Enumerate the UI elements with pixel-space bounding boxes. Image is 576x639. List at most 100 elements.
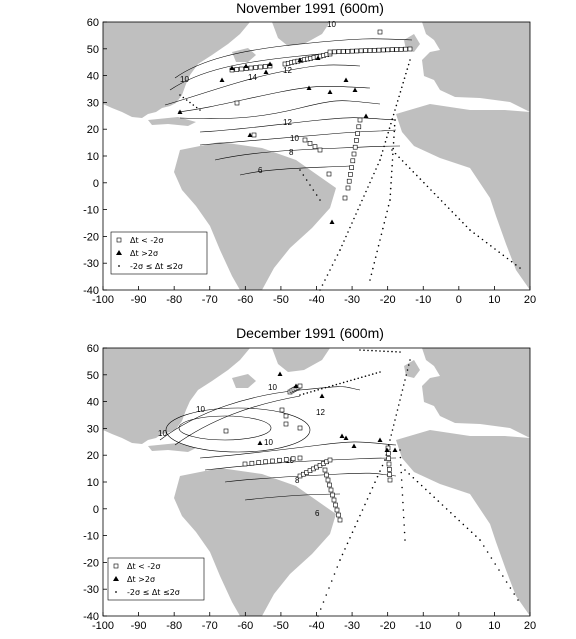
warm-anomaly-marker	[277, 371, 283, 376]
normal-marker	[371, 349, 373, 352]
normal-marker	[328, 587, 330, 589]
normal-marker	[351, 222, 353, 224]
normal-marker	[393, 124, 396, 127]
normal-marker	[393, 136, 395, 138]
warm-anomaly-marker	[329, 219, 335, 224]
cold-anomaly-marker	[327, 49, 333, 55]
normal-marker	[345, 235, 347, 238]
x-tick-label: -40	[309, 294, 325, 306]
cold-anomaly-marker	[336, 49, 342, 54]
cold-anomaly-marker	[367, 48, 373, 53]
normal-marker	[389, 199, 391, 201]
normal-marker	[462, 523, 465, 526]
normal-marker	[398, 95, 400, 98]
normal-marker	[317, 388, 319, 391]
normal-marker	[401, 494, 404, 496]
x-tick-label: -10	[415, 620, 431, 632]
normal-marker	[367, 186, 369, 188]
normal-marker	[404, 379, 406, 381]
normal-marker	[450, 511, 452, 514]
normal-marker	[390, 170, 393, 173]
normal-marker	[339, 382, 341, 385]
y-tick-label: 60	[87, 343, 99, 355]
normal-marker	[182, 96, 185, 99]
normal-marker	[404, 539, 406, 541]
normal-marker	[403, 77, 406, 79]
normal-marker	[321, 387, 323, 390]
normal-marker	[367, 349, 369, 352]
x-tick-label: 10	[488, 294, 500, 306]
cold-anomaly-marker	[352, 144, 358, 150]
y-tick-label: 20	[87, 450, 99, 462]
warm-anomaly-marker	[306, 85, 312, 90]
normal-marker	[391, 149, 393, 151]
cold-anomaly-marker	[279, 407, 285, 413]
normal-marker	[403, 531, 406, 534]
normal-marker	[400, 479, 403, 481]
normal-marker	[381, 464, 384, 467]
normal-marker	[347, 231, 349, 233]
normal-marker	[437, 500, 440, 502]
warm-anomaly-marker	[219, 77, 225, 82]
cold-anomaly-marker	[270, 458, 275, 464]
normal-marker	[335, 383, 338, 386]
normal-marker	[336, 566, 339, 568]
normal-marker	[394, 152, 397, 155]
normal-marker	[361, 376, 363, 379]
normal-marker	[379, 350, 381, 352]
normal-marker	[481, 238, 484, 241]
cold-anomaly-marker	[407, 46, 413, 52]
warm-anomaly-marker	[343, 435, 349, 440]
y-tick-label: 10	[87, 151, 99, 163]
normal-marker	[321, 284, 324, 286]
normal-marker	[375, 372, 378, 374]
normal-marker	[394, 119, 396, 121]
contour-label: 6	[315, 509, 320, 518]
cold-anomaly-marker	[297, 455, 303, 461]
contour-label: 12	[283, 118, 292, 127]
cold-anomaly-marker	[330, 492, 335, 498]
normal-marker	[502, 575, 504, 577]
x-tick-label: -80	[166, 620, 182, 632]
normal-marker	[387, 204, 390, 207]
normal-marker	[356, 520, 359, 522]
warm-anomaly-marker	[243, 63, 249, 68]
cold-anomaly-marker	[312, 144, 318, 149]
legend-label: Δt < -2σ	[130, 236, 163, 245]
cold-anomaly-marker	[334, 507, 340, 513]
contour-label: 14	[248, 73, 257, 82]
cold-anomaly-marker	[349, 165, 354, 170]
y-tick-label: 40	[87, 397, 99, 409]
cold-anomaly-marker	[346, 178, 352, 184]
normal-marker	[458, 218, 461, 220]
normal-marker	[376, 250, 378, 253]
normal-marker	[406, 68, 409, 70]
normal-marker	[394, 109, 396, 111]
normal-marker	[433, 192, 436, 195]
cold-anomaly-marker	[363, 48, 368, 53]
normal-marker	[395, 104, 398, 107]
landmass-maritimes	[232, 374, 256, 388]
normal-marker	[299, 169, 301, 171]
normal-marker	[379, 470, 381, 472]
cold-anomaly-marker	[239, 66, 244, 72]
filled-triangle-marker-icon	[113, 576, 119, 581]
contour-label: 10	[196, 405, 205, 414]
normal-marker	[440, 200, 443, 202]
warm-anomaly-marker	[351, 443, 357, 448]
normal-marker	[387, 131, 389, 134]
contour-label: 10	[327, 20, 336, 29]
normal-marker	[391, 118, 394, 120]
landmass-europe	[422, 348, 530, 438]
cold-anomaly-marker	[297, 425, 303, 431]
normal-marker	[402, 516, 405, 519]
normal-marker	[369, 279, 371, 281]
x-tick-label: -70	[202, 620, 218, 632]
normal-marker	[189, 101, 191, 104]
x-tick-label: -20	[380, 620, 396, 632]
cold-anomaly-marker	[326, 171, 332, 177]
cold-anomaly-marker	[322, 467, 328, 473]
normal-marker	[387, 444, 390, 446]
contour-label: 12	[316, 408, 325, 417]
cold-anomaly-marker	[249, 460, 255, 466]
